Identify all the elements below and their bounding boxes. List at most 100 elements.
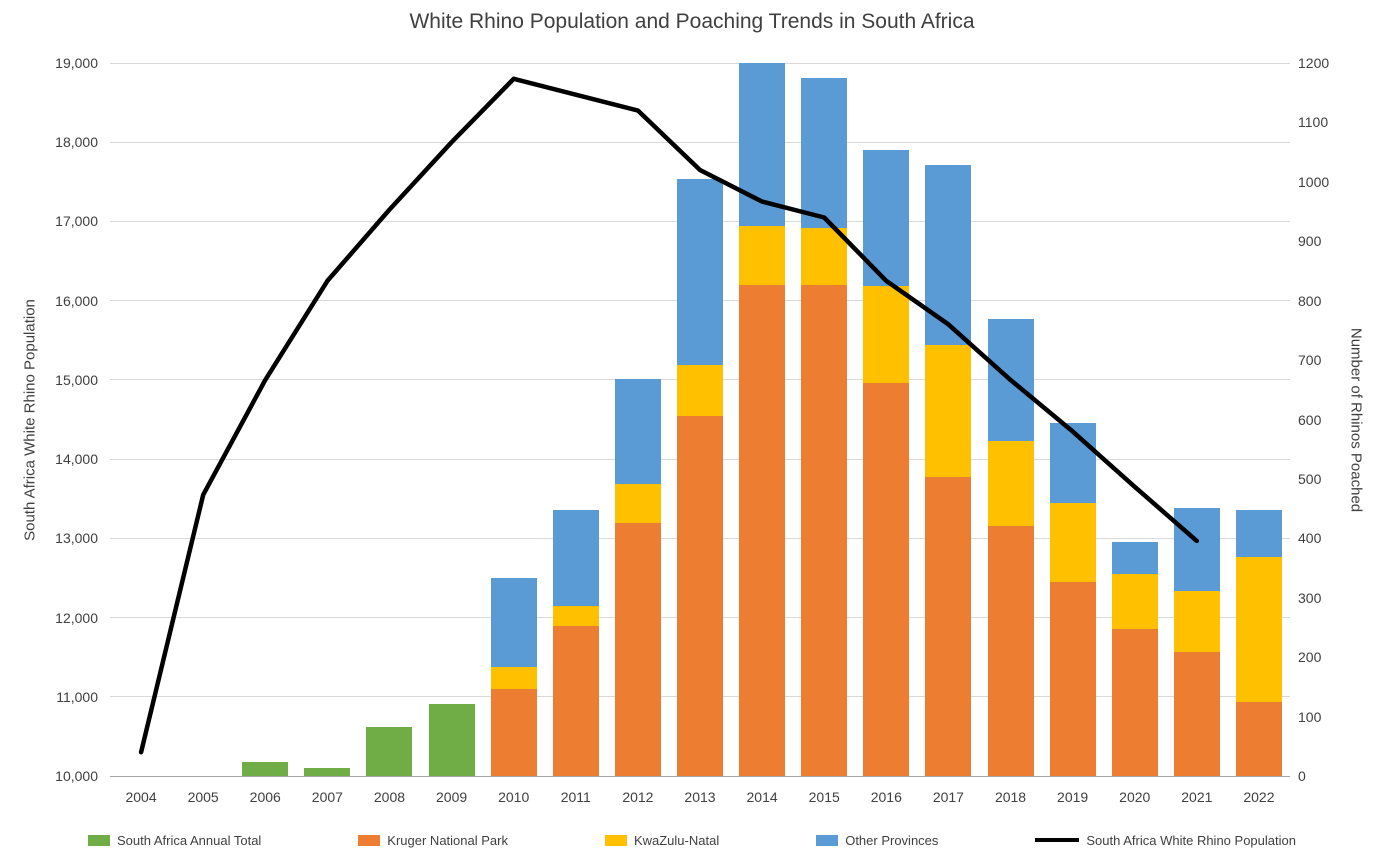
x-axis-tick-label: 2010 bbox=[498, 789, 530, 805]
left-axis-title: South Africa White Rhino Population bbox=[21, 299, 39, 541]
bar-segment-kruger-2012 bbox=[614, 523, 661, 776]
x-axis-tick-label: 2007 bbox=[311, 789, 343, 805]
bar-segment-kzn-2013 bbox=[677, 365, 723, 416]
bar-segment-other-provinces-2017 bbox=[925, 165, 972, 345]
x-axis-tick-label: 2014 bbox=[746, 789, 778, 805]
bar-segment-other-provinces-2018 bbox=[987, 319, 1034, 442]
bar-segment-kzn-2011 bbox=[552, 606, 599, 627]
bar-segment-other-provinces-2012 bbox=[614, 379, 661, 485]
right-axis-tick-label: 1100 bbox=[1298, 114, 1329, 131]
x-axis-tick-label: 2017 bbox=[932, 789, 964, 805]
bar-segment-kzn-2022 bbox=[1235, 557, 1282, 703]
bar-segment-other-provinces-2015 bbox=[801, 77, 848, 228]
bar-segment-kruger-2011 bbox=[552, 626, 599, 776]
bar-segment-kzn-2017 bbox=[925, 344, 972, 477]
right-axis-tick-label: 400 bbox=[1298, 530, 1322, 547]
bar-segment-other-provinces-2011 bbox=[552, 509, 599, 607]
bar-segment-kruger-2018 bbox=[987, 525, 1034, 776]
bar-segment-other-provinces-2021 bbox=[1173, 508, 1220, 592]
left-axis-tick-label: 11,000 bbox=[56, 688, 98, 705]
left-axis-tick-label: 19,000 bbox=[55, 55, 98, 71]
right-axis-tick-label: 200 bbox=[1298, 649, 1322, 666]
right-axis-tick-label: 1000 bbox=[1298, 173, 1330, 190]
left-axis-tick-label: 12,000 bbox=[55, 609, 98, 626]
bar-segment-kruger-2022 bbox=[1235, 702, 1282, 776]
legend: South Africa Annual Total Kruger National… bbox=[88, 828, 1296, 852]
bar-segment-other-provinces-2016 bbox=[863, 149, 910, 287]
right-axis-tick-label: 0 bbox=[1298, 768, 1306, 784]
legend-label-kzn: KwaZulu-Natal bbox=[633, 832, 720, 848]
bar-segment-kruger-2015 bbox=[801, 285, 848, 776]
right-axis-tick-label: 100 bbox=[1298, 708, 1322, 725]
x-axis-tick-label: 2004 bbox=[125, 789, 157, 805]
right-axis-tick-label: 700 bbox=[1298, 352, 1322, 369]
bar-segment-kzn-2012 bbox=[614, 484, 661, 524]
bar-segment-kruger-2016 bbox=[863, 382, 910, 776]
bar-segment-kzn-2020 bbox=[1111, 573, 1158, 630]
bar-segment-other-provinces-2010 bbox=[490, 578, 537, 667]
legend-item-annual-total: South Africa Annual Total bbox=[88, 833, 261, 848]
bar-segment-kruger-2017 bbox=[925, 476, 972, 776]
legend-item-kzn: KwaZulu-Natal bbox=[604, 832, 720, 848]
bar-segment-kruger-2014 bbox=[739, 284, 786, 776]
gridline bbox=[110, 141, 1290, 143]
bar-segment-annual-total-2006 bbox=[242, 761, 289, 776]
right-axis-tick-label: 600 bbox=[1298, 411, 1322, 428]
right-axis-tick-label: 800 bbox=[1298, 292, 1322, 309]
right-axis-tick-label: 900 bbox=[1298, 233, 1322, 250]
legend-swatch-kruger bbox=[358, 834, 381, 846]
bar-segment-annual-total-2007 bbox=[304, 768, 351, 776]
bar-segment-kzn-2018 bbox=[987, 441, 1034, 526]
x-axis-tick-label: 2019 bbox=[1057, 789, 1089, 805]
right-axis-tick-label: 1200 bbox=[1298, 55, 1330, 71]
gridline bbox=[110, 62, 1290, 64]
x-axis-tick-label: 2006 bbox=[249, 789, 281, 805]
bar-segment-kzn-2014 bbox=[739, 225, 786, 285]
right-axis-tick-label: 300 bbox=[1298, 589, 1322, 606]
bar-segment-kzn-2015 bbox=[801, 227, 848, 286]
left-axis-tick-label: 16,000 bbox=[55, 292, 98, 309]
x-axis-tick-label: 2021 bbox=[1181, 789, 1213, 805]
legend-item-population-line: South Africa White Rhino Population bbox=[1035, 833, 1296, 848]
legend-label-annual-total: South Africa Annual Total bbox=[117, 832, 262, 848]
x-axis-tick-label: 2005 bbox=[187, 789, 219, 805]
left-axis-tick-label: 18,000 bbox=[55, 134, 98, 151]
bar-segment-kruger-2021 bbox=[1173, 651, 1220, 776]
x-axis-tick-label: 2022 bbox=[1243, 789, 1275, 805]
bar-segment-other-provinces-2013 bbox=[677, 179, 723, 366]
bar-segment-other-provinces-2014 bbox=[739, 63, 786, 226]
legend-label-population-line: South Africa White Rhino Population bbox=[1086, 832, 1296, 848]
bar-segment-other-provinces-2020 bbox=[1111, 541, 1158, 574]
x-axis-tick-label: 2008 bbox=[373, 789, 406, 805]
bar-segment-other-provinces-2022 bbox=[1235, 509, 1282, 558]
bar-segment-kzn-2019 bbox=[1049, 502, 1096, 582]
left-axis-tick-label: 13,000 bbox=[55, 530, 98, 547]
bar-segment-kzn-2021 bbox=[1173, 591, 1220, 652]
bar-segment-annual-total-2008 bbox=[366, 726, 413, 776]
chart-title: White Rhino Population and Poaching Tren… bbox=[409, 10, 975, 33]
legend-swatch-annual-total bbox=[88, 834, 110, 846]
bar-segment-kruger-2010 bbox=[490, 689, 537, 776]
bar-segment-kzn-2010 bbox=[490, 666, 537, 690]
left-axis-tick-label: 15,000 bbox=[55, 371, 98, 388]
x-axis-tick-label: 2009 bbox=[436, 789, 468, 805]
legend-swatch-other-provinces bbox=[816, 834, 839, 846]
bar-segment-kzn-2016 bbox=[863, 286, 910, 383]
x-axis-tick-label: 2016 bbox=[870, 789, 902, 805]
bar-segment-kruger-2020 bbox=[1111, 629, 1158, 776]
gridline bbox=[110, 775, 1290, 777]
legend-item-kruger: Kruger National Park bbox=[358, 833, 508, 848]
bar-segment-other-provinces-2019 bbox=[1049, 423, 1096, 503]
population-line bbox=[138, 76, 1200, 755]
x-axis-tick-label: 2020 bbox=[1119, 789, 1151, 805]
legend-label-kruger: Kruger National Park bbox=[387, 832, 508, 848]
legend-swatch-population-line bbox=[1035, 838, 1080, 842]
bar-segment-annual-total-2009 bbox=[428, 703, 475, 776]
left-axis-tick-label: 14,000 bbox=[55, 451, 98, 468]
left-axis-tick-label: 17,000 bbox=[55, 213, 98, 230]
left-axis-tick-label: 10,000 bbox=[55, 768, 98, 784]
x-axis-tick-label: 2018 bbox=[994, 789, 1027, 805]
x-axis-tick-label: 2013 bbox=[684, 789, 716, 805]
x-axis-tick-label: 2012 bbox=[622, 789, 654, 805]
